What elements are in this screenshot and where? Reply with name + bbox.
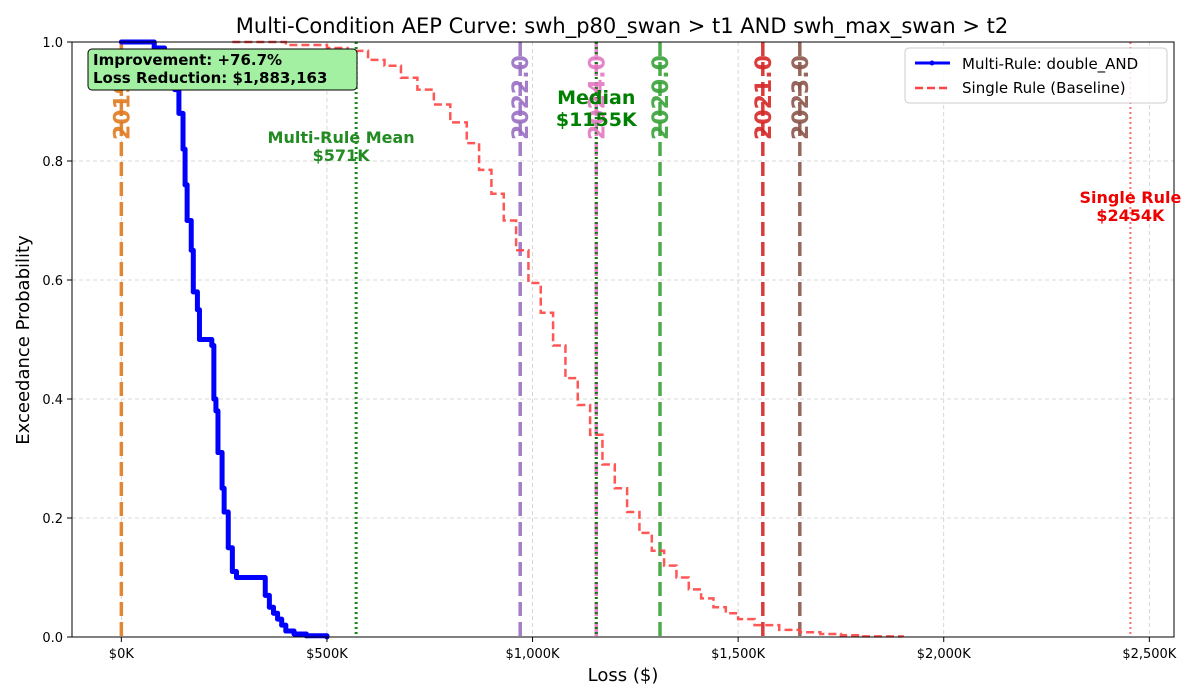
y-tick-label: 0.0 (42, 631, 63, 646)
chart-title: Multi-Condition AEP Curve: swh_p80_swan … (236, 14, 1008, 39)
multi-rule-point (211, 397, 216, 402)
multi-rule-point (275, 617, 280, 622)
ref-label-value-0: $571K (313, 146, 371, 165)
multi-rule-point (213, 408, 218, 413)
year-label-2023: 2023.0 (789, 55, 814, 140)
multi-rule-point (263, 593, 268, 598)
x-tick-label: $500K (306, 647, 348, 662)
multi-rule-point (234, 575, 239, 580)
multi-rule-point (279, 623, 284, 628)
multi-rule-point (189, 248, 194, 253)
multi-rule-point (271, 611, 276, 616)
multi-rule-point (292, 632, 297, 637)
y-tick-label: 1.0 (42, 36, 63, 51)
multi-rule-point (226, 545, 231, 550)
x-tick-label: $2,000K (917, 647, 971, 662)
x-tick-label: $0K (109, 647, 135, 662)
multi-rule-point (176, 111, 181, 116)
ref-label-value-2: $2454K (1096, 206, 1165, 225)
reference-labels: Multi-Rule Mean$571K Median$1155K Single R… (268, 87, 1182, 225)
multi-rule-point (304, 633, 309, 638)
legend-marker-multi (930, 61, 935, 66)
multi-rule-point (220, 486, 225, 491)
year-label-2021: 2021.0 (752, 55, 777, 140)
multi-rule-point (195, 307, 200, 312)
y-axis-label: Exceedance Probability (13, 235, 34, 445)
x-tick-label: $2,500K (1122, 647, 1176, 662)
ref-label-name-0: Multi-Rule Mean (268, 128, 415, 147)
multi-rule-point (201, 337, 206, 342)
multi-rule-point (191, 289, 196, 294)
loss-reduction-text: Loss Reduction: $1,883,163 (93, 69, 327, 87)
y-tick-label: 0.8 (42, 155, 63, 170)
y-tick-label: 0.2 (42, 512, 63, 527)
ref-label-name-2: Single Rule (1080, 188, 1182, 207)
grid (72, 42, 1174, 637)
multi-rule-point (267, 605, 272, 610)
improvement-text: Improvement: +76.7% (93, 51, 282, 69)
legend-label-multi: Multi-Rule: double_AND (962, 55, 1138, 74)
multi-rule-point (215, 450, 220, 455)
multi-rule-point (209, 343, 214, 348)
x-ticks: $0K $500K $1,000K $1,500K $2,000K $2,500K (109, 637, 1177, 662)
multi-rule-point (283, 629, 288, 634)
annotation-box: Improvement: +76.7% Loss Reduction: $1,8… (88, 49, 357, 90)
legend-label-single: Single Rule (Baseline) (962, 79, 1126, 97)
multi-rule-point (230, 569, 235, 574)
x-axis-label: Loss ($) (588, 665, 659, 686)
multi-rule-point (242, 575, 247, 580)
vertical-lines (121, 42, 799, 637)
legend: Multi-Rule: double_AND Single Rule (Base… (905, 48, 1167, 103)
multi-rule-point (185, 218, 190, 223)
y-ticks: 0.0 0.2 0.4 0.6 0.8 1.0 (42, 36, 72, 646)
x-tick-label: $1,500K (711, 647, 765, 662)
multi-rule-point (222, 510, 227, 515)
y-tick-label: 0.4 (42, 393, 63, 408)
multi-rule-point (181, 147, 186, 152)
ref-label-name-1: Median (557, 87, 635, 109)
plot-frame (72, 42, 1174, 637)
reference-lines (356, 42, 1130, 637)
ref-label-value-1: $1155K (556, 109, 638, 131)
x-tick-label: $1,000K (506, 647, 560, 662)
multi-rule-point (261, 575, 266, 580)
y-tick-label: 0.6 (42, 274, 63, 289)
year-label-2020: 2020.0 (649, 55, 674, 140)
year-label-2022: 2022.0 (509, 55, 534, 140)
multi-rule-point (183, 182, 188, 187)
